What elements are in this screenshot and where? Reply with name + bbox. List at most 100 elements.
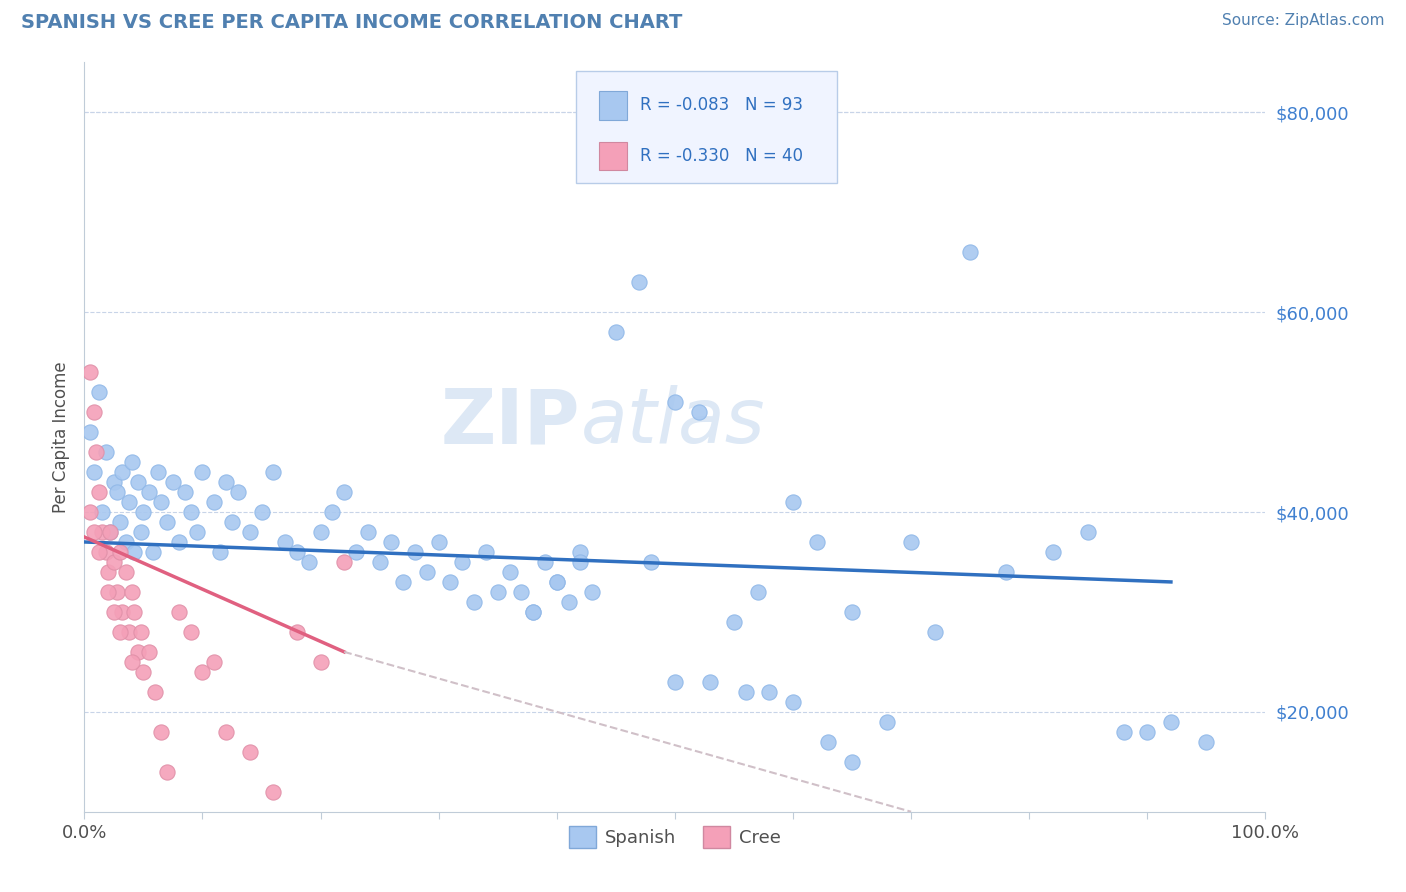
Point (103, 555, 125, 569)
Point (97, 585, 120, 599)
Point (127, 475, 149, 489)
Point (98, 524, 121, 539)
Point (103, 605, 125, 619)
Point (122, 545, 145, 559)
Point (127, 645, 149, 659)
Text: ZIP: ZIP (441, 385, 581, 459)
Point (734, 685, 756, 699)
Point (451, 555, 474, 569)
Point (262, 785, 284, 799)
Point (94, 545, 117, 559)
Point (1195, 735, 1218, 749)
Point (114, 535, 136, 549)
Text: R = -0.083   N = 93: R = -0.083 N = 93 (640, 96, 803, 114)
Point (108, 545, 131, 559)
Point (79, 425, 101, 439)
Point (162, 475, 184, 489)
Point (309, 655, 332, 669)
Point (357, 524, 380, 539)
Point (392, 574, 415, 589)
Point (285, 545, 308, 559)
Point (91, 524, 114, 539)
Point (156, 515, 179, 529)
Text: atlas: atlas (581, 385, 765, 459)
Point (522, 605, 544, 619)
Point (87, 485, 110, 500)
Point (368, 555, 391, 569)
Point (79, 365, 101, 379)
Point (156, 764, 179, 779)
Point (546, 574, 568, 589)
Point (557, 595, 579, 609)
Point (688, 405, 710, 419)
Point (1160, 714, 1182, 729)
Point (1136, 724, 1159, 739)
Point (186, 524, 208, 539)
Point (111, 465, 134, 479)
Point (108, 624, 131, 639)
Point (239, 745, 262, 759)
Point (427, 535, 450, 549)
Point (87, 545, 110, 559)
Point (581, 585, 603, 599)
Point (900, 535, 922, 549)
Point (121, 455, 143, 469)
Text: R = -0.330   N = 40: R = -0.330 N = 40 (640, 147, 803, 165)
Point (215, 475, 238, 489)
Point (1042, 545, 1064, 559)
Point (924, 624, 946, 639)
Point (111, 605, 134, 619)
Point (94, 445, 117, 459)
Point (416, 565, 439, 579)
Point (107, 585, 129, 599)
Point (202, 655, 225, 669)
Point (569, 555, 592, 569)
Point (782, 695, 804, 709)
Point (215, 724, 238, 739)
Point (510, 585, 533, 599)
Point (404, 545, 426, 559)
Point (498, 565, 520, 579)
Point (209, 545, 232, 559)
Point (333, 485, 356, 500)
Point (876, 714, 898, 729)
Point (129, 624, 152, 639)
Point (83, 405, 105, 419)
Point (108, 515, 131, 529)
Point (150, 495, 173, 509)
Point (628, 275, 651, 289)
Point (605, 325, 627, 339)
Point (522, 605, 544, 619)
Point (87, 385, 110, 400)
Point (664, 674, 686, 689)
Point (463, 595, 485, 609)
Point (262, 465, 284, 479)
Point (122, 605, 145, 619)
Point (1077, 524, 1099, 539)
Point (114, 565, 136, 579)
Point (84, 445, 107, 459)
Point (97, 565, 120, 579)
Point (121, 585, 143, 599)
Point (994, 565, 1017, 579)
Point (782, 495, 804, 509)
Point (723, 615, 745, 629)
Point (439, 574, 461, 589)
Point (202, 495, 225, 509)
Point (959, 245, 981, 260)
Point (699, 674, 721, 689)
Point (806, 535, 828, 549)
Point (138, 485, 160, 500)
Point (250, 505, 273, 519)
Point (475, 545, 498, 559)
Point (138, 645, 160, 659)
Point (546, 574, 568, 589)
Point (321, 505, 343, 519)
Point (83, 465, 105, 479)
Point (841, 755, 863, 769)
Point (569, 545, 592, 559)
Point (344, 545, 367, 559)
Point (191, 465, 214, 479)
Point (91, 505, 114, 519)
Point (191, 665, 214, 679)
